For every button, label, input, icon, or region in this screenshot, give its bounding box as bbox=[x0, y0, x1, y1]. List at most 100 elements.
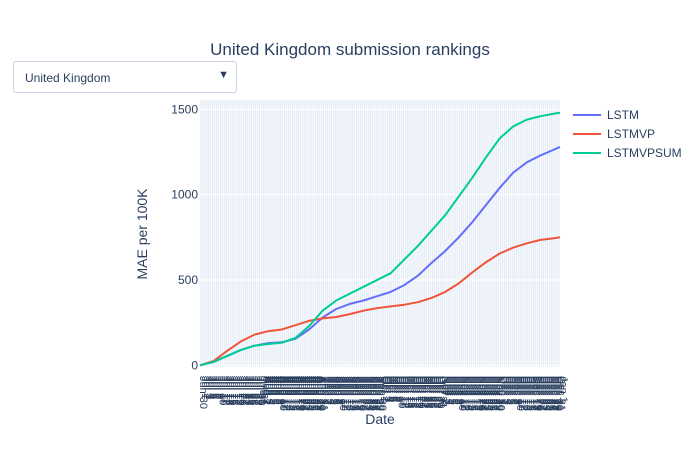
x-tick-label: Aug 5 bbox=[267, 376, 279, 405]
x-grid bbox=[199, 100, 561, 367]
x-tick-label: Dec 20 bbox=[534, 376, 546, 411]
x-tick-label: Sep 5 bbox=[327, 376, 339, 405]
x-tick-label: Oct 25 bbox=[425, 376, 437, 408]
x-tick-label: Oct 15 bbox=[405, 376, 417, 408]
x-tick-label: Oct 22 bbox=[419, 376, 431, 408]
x-tick-label: Nov 26 bbox=[487, 376, 499, 411]
x-tick-label: Dec 1 bbox=[497, 376, 509, 405]
x-tick-label: Dec 8 bbox=[510, 376, 522, 405]
x-tick-label: Nov 29 bbox=[493, 376, 505, 411]
y-axis-ticks: 0 500 1000 1500 bbox=[171, 102, 198, 372]
x-tick-label: Dec 16 bbox=[526, 376, 538, 411]
x-tick-label: Sep 7 bbox=[331, 376, 343, 405]
x-tick-label: Oct 16 bbox=[407, 376, 419, 408]
x-tick-label: Oct 27 bbox=[429, 376, 441, 408]
x-tick-label: Oct 14 bbox=[403, 376, 415, 408]
x-tick-label: Jul 7 bbox=[211, 376, 223, 399]
x-tick-label: Dec 26 bbox=[545, 376, 557, 411]
x-tick-label: Nov 12 bbox=[460, 376, 472, 411]
legend-item-lstmvp[interactable]: LSTMVP bbox=[573, 127, 655, 141]
x-tick-label: Sep 13 bbox=[343, 376, 355, 411]
x-tick-label: Dec 10 bbox=[514, 376, 526, 411]
x-tick-label: Jul 23 bbox=[242, 376, 254, 405]
x-tick-label: Dec 29 bbox=[551, 376, 563, 411]
country-dropdown[interactable]: United Kingdom ▼ bbox=[13, 61, 237, 93]
x-tick-label: Oct 17 bbox=[409, 376, 421, 408]
x-tick-label: Nov 9 bbox=[454, 376, 466, 405]
x-tick-label: Oct 23 bbox=[421, 376, 433, 408]
x-tick-label: Jul 16 bbox=[228, 376, 240, 405]
x-tick-label: Nov 28 bbox=[491, 376, 503, 411]
x-tick-label: Dec 12 bbox=[518, 376, 530, 411]
x-tick-label: Aug 23 bbox=[302, 376, 314, 411]
x-tick-label: Jul 4 bbox=[205, 376, 217, 399]
x-tick-label: Jul 26 bbox=[248, 376, 260, 405]
x-tick-label: Nov 1 bbox=[438, 376, 450, 405]
x-tick-label: Aug 30 bbox=[316, 376, 328, 411]
x-tick-label: Jul 15 bbox=[226, 376, 238, 405]
x-tick-label: Sep 9 bbox=[335, 376, 347, 405]
series-line-lstmvp bbox=[199, 236, 561, 367]
series-lines bbox=[199, 111, 561, 367]
x-tick-label: Dec 22 bbox=[538, 376, 550, 411]
x-tick-label: Aug 14 bbox=[285, 376, 297, 411]
x-tick-label: Dec 5 bbox=[504, 376, 516, 405]
legend-label: LSTMVP bbox=[607, 127, 655, 141]
x-tick-label: Sep 15 bbox=[347, 376, 359, 411]
x-tick-label: Nov 19 bbox=[473, 376, 485, 411]
x-tick-label: Nov 8 bbox=[452, 376, 464, 405]
legend-item-lstmvpsum[interactable]: LSTMVPSUM bbox=[573, 146, 682, 160]
x-tick-label: Sep 27 bbox=[370, 376, 382, 411]
x-tick-label: Nov 6 bbox=[448, 376, 460, 405]
x-tick-label: Oct 13 bbox=[401, 376, 413, 408]
x-tick-label: Dec 30 bbox=[553, 376, 565, 411]
x-tick-label: Sep 28 bbox=[372, 376, 384, 411]
x-tick-label: Jul 11 bbox=[218, 376, 230, 405]
x-tick-label: Jul 25 bbox=[246, 376, 258, 405]
caret-down-icon: ▼ bbox=[218, 69, 229, 81]
x-tick-label: Oct 3 bbox=[382, 376, 394, 402]
x-tick-label: Dec 3 bbox=[501, 376, 513, 405]
x-tick-label: Sep 4 bbox=[325, 376, 337, 405]
x-tick-label: Nov 24 bbox=[483, 376, 495, 411]
x-tick-label: Nov 13 bbox=[462, 376, 474, 411]
x-tick-label: Dec 19 bbox=[532, 376, 544, 411]
x-tick-label: Oct 11 bbox=[397, 376, 409, 408]
x-tick-label: Oct 21 bbox=[417, 376, 429, 408]
x-tick-label: Sep 18 bbox=[353, 376, 365, 411]
x-tick-label: Dec 28 bbox=[549, 376, 561, 411]
x-tick-label: Oct 20 bbox=[415, 376, 427, 408]
x-tick-label: Jul 8 bbox=[213, 376, 225, 399]
x-tick-label: Oct 10 bbox=[395, 376, 407, 408]
x-tick-label: Nov 15 bbox=[466, 376, 478, 411]
x-tick-label: Jul 19 bbox=[234, 376, 246, 405]
x-tick-label: Nov 27 bbox=[489, 376, 501, 411]
x-tick-label: Nov 17 bbox=[469, 376, 481, 411]
x-tick-label: Jun 30 bbox=[197, 376, 209, 409]
x-tick-label: Jul 20 bbox=[236, 376, 248, 405]
x-tick-label: Nov 16 bbox=[467, 376, 479, 411]
x-tick-label: Sep 1 bbox=[320, 376, 332, 405]
x-tick-label: Sep 29 bbox=[374, 376, 386, 411]
x-tick-label: Dec 18 bbox=[530, 376, 542, 411]
x-tick-label: Nov 7 bbox=[450, 376, 462, 405]
x-tick-label: Jul 24 bbox=[244, 376, 256, 405]
x-tick-label: Sep 26 bbox=[368, 376, 380, 411]
legend-label: LSTMVPSUM bbox=[607, 146, 682, 160]
x-tick-label: Aug 20 bbox=[296, 376, 308, 411]
x-tick-label: Dec 11 bbox=[516, 376, 528, 410]
x-tick-label: Dec 14 bbox=[522, 376, 534, 411]
y-tick-label: 1000 bbox=[171, 188, 198, 202]
x-tick-label: Sep 22 bbox=[360, 376, 372, 411]
x-tick-label: Aug 12 bbox=[281, 376, 293, 411]
x-tick-label: Oct 24 bbox=[423, 376, 435, 408]
x-tick-label: Aug 7 bbox=[271, 376, 283, 405]
x-tick-label: Dec 2 bbox=[499, 376, 511, 405]
x-tick-label: Aug 1 bbox=[259, 376, 271, 405]
x-tick-label: Oct 12 bbox=[399, 376, 411, 408]
x-tick-label: Jul 3 bbox=[203, 376, 215, 399]
legend-item-lstm[interactable]: LSTM bbox=[573, 108, 639, 122]
x-tick-label: Oct 26 bbox=[427, 376, 439, 408]
y-axis-label: MAE per 100K bbox=[134, 188, 150, 280]
x-tick-label: Aug 28 bbox=[312, 376, 324, 411]
